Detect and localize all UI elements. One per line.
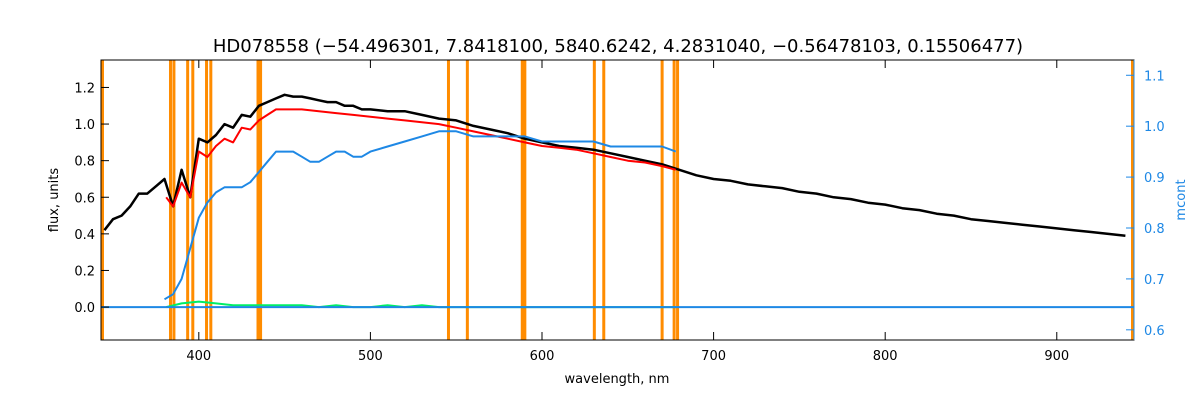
vertical-line-markers — [101, 60, 1134, 340]
x-tick-label: 800 — [873, 349, 898, 364]
x-axis-label: wavelength, nm — [565, 372, 670, 387]
y-tick-label: 1.2 — [74, 81, 95, 96]
y-axis-right-label: mcont — [1174, 179, 1189, 220]
series-line-model — [165, 108, 677, 208]
y-right-tick-label: 0.6 — [1144, 324, 1165, 339]
y-right-tick-label: 1.1 — [1144, 69, 1165, 84]
left-edge-marker — [101, 60, 104, 340]
right-edge-marker — [1131, 60, 1134, 340]
chart-title: HD078558 (−54.496301, 7.8418100, 5840.62… — [213, 36, 1023, 57]
x-tick-label: 600 — [530, 349, 555, 364]
y-right-tick-label: 0.9 — [1144, 171, 1165, 186]
x-tick-label: 700 — [701, 349, 726, 364]
y-right-tick-label: 1.0 — [1144, 120, 1165, 135]
y-axis-label: flux, units — [47, 168, 62, 233]
series-line-observed — [103, 93, 1126, 237]
x-tick-label: 400 — [186, 349, 211, 364]
series-layer — [101, 93, 1134, 309]
y-tick-label: 1.0 — [74, 118, 95, 133]
series-line-continuum — [163, 130, 677, 301]
y-right-tick-label: 0.8 — [1144, 222, 1165, 237]
x-tick-label: 900 — [1044, 349, 1069, 364]
y-tick-label: 0.6 — [74, 191, 95, 206]
y-tick-label: 0.0 — [74, 301, 95, 316]
y-tick-label: 0.8 — [74, 155, 95, 170]
x-tick-label: 500 — [358, 349, 383, 364]
axis-ticks: 400 500 600 700 800 900 0.0 0.2 0.4 0.6 0.8 1.0 1.2 0… — [74, 60, 1165, 364]
y-tick-label: 0.2 — [74, 264, 95, 279]
y-right-tick-label: 0.7 — [1144, 273, 1165, 288]
y-tick-label: 0.4 — [74, 228, 95, 243]
